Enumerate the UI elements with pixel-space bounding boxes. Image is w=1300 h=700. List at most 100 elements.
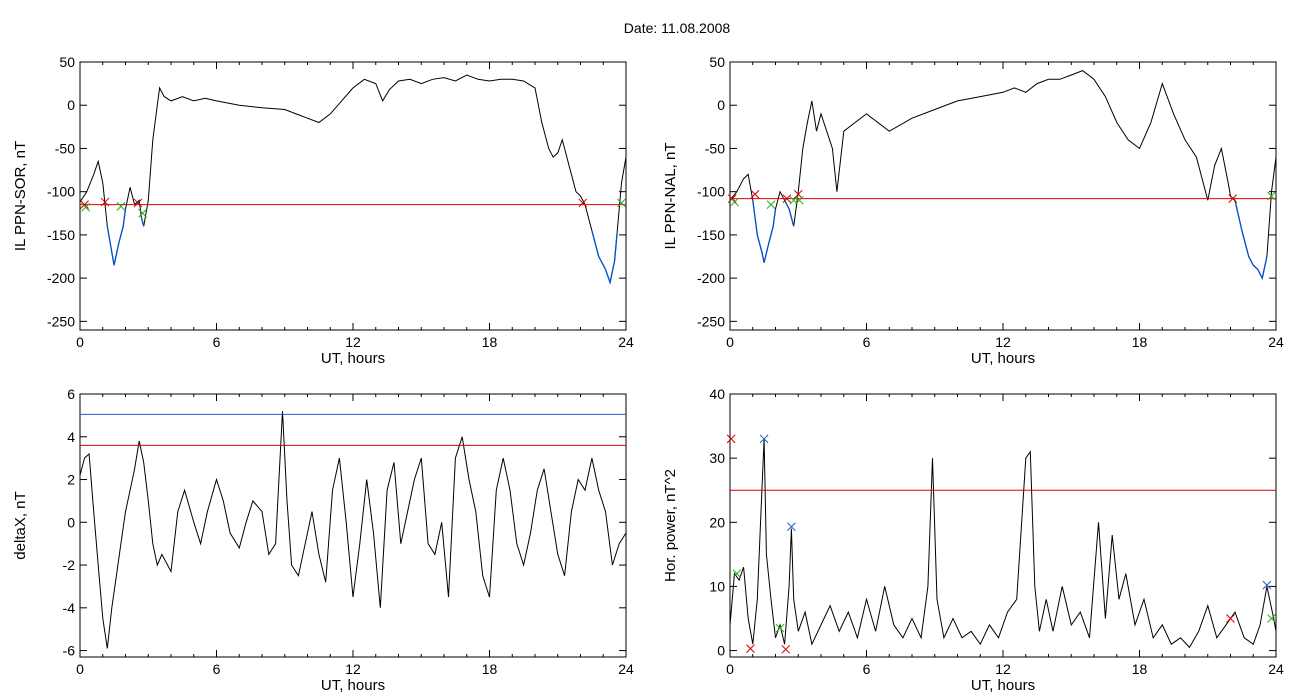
below-threshold-segment xyxy=(752,200,777,263)
panel-4: 0 6 12 18 24 40 30 20 10 0 UT, hours Hor. power, nT… xyxy=(662,386,1284,694)
y-tick-label: 0 xyxy=(67,514,75,530)
x-tick-label: 12 xyxy=(345,661,361,677)
y-tick-label: -2 xyxy=(63,557,76,573)
y-tick-label: 0 xyxy=(67,97,75,113)
y-axis-label: deltaX, nT xyxy=(12,491,29,559)
marker-cross xyxy=(80,200,89,209)
panel-2: 0 6 12 18 24 50 0 -50 -100 -150 -200 -250 UT, hours I… xyxy=(662,54,1284,367)
y-tick-label: 0 xyxy=(717,97,725,113)
below-threshold-segment xyxy=(1234,200,1268,280)
y-tick-label: -50 xyxy=(705,140,725,156)
x-tick-label: 24 xyxy=(618,334,634,350)
marker-cross xyxy=(1267,191,1276,201)
plot-frame xyxy=(79,393,627,658)
marker-cross xyxy=(782,194,792,203)
y-tick-label: 4 xyxy=(67,429,75,445)
marker-cross xyxy=(795,195,804,205)
chart-title: Date: 11.08.2008 xyxy=(624,20,731,36)
series-line xyxy=(80,411,626,649)
plot-area xyxy=(80,74,626,285)
plot-area xyxy=(730,70,1276,280)
marker-cross xyxy=(81,202,91,212)
x-tick-label: 6 xyxy=(863,661,871,677)
y-axis-label: IL PPN-NAL, nT xyxy=(662,143,679,250)
plot-area xyxy=(730,438,1276,649)
marker-cross xyxy=(781,644,791,654)
series-line xyxy=(80,74,626,285)
x-tick-label: 0 xyxy=(76,661,84,677)
y-tick-label: 40 xyxy=(709,386,725,402)
y-tick-label: -50 xyxy=(55,140,75,156)
marker-cross xyxy=(732,569,742,578)
marker-cross xyxy=(750,189,760,199)
x-tick-label: 12 xyxy=(345,334,361,350)
marker-cross xyxy=(775,623,785,633)
plot-frame xyxy=(79,61,627,331)
y-tick-label: 50 xyxy=(709,54,725,70)
y-tick-label: -100 xyxy=(697,184,725,200)
x-axis-label: UT, hours xyxy=(971,677,1035,694)
x-tick-label: 12 xyxy=(995,334,1011,350)
series-line xyxy=(730,438,1276,649)
panel-3: 0 6 12 18 24 6 4 2 0 -2 -4 -6 UT, hours deltaX, nT xyxy=(12,386,634,694)
below-threshold-segment xyxy=(784,200,795,227)
y-tick-label: 50 xyxy=(59,54,75,70)
plot-area xyxy=(80,411,626,649)
y-tick-label: 10 xyxy=(709,578,725,594)
y-tick-label: -250 xyxy=(697,313,725,329)
x-tick-label: 0 xyxy=(726,661,734,677)
marker-cross xyxy=(1262,580,1272,590)
marker-cross xyxy=(138,208,147,218)
y-tick-label: -200 xyxy=(697,270,725,286)
x-tick-label: 18 xyxy=(1132,661,1148,677)
marker-cross xyxy=(617,198,626,208)
panel-1: 0 6 12 18 24 50 0 -50 -100 -150 -200 -250 UT, hours I… xyxy=(12,54,634,367)
x-tick-label: 18 xyxy=(482,334,498,350)
marker-cross xyxy=(746,644,755,654)
below-threshold-segment xyxy=(591,230,618,285)
below-threshold-segment xyxy=(140,217,145,227)
y-tick-label: -4 xyxy=(63,600,76,616)
x-tick-label: 0 xyxy=(76,334,84,350)
marker-cross xyxy=(116,202,126,211)
series-line xyxy=(730,70,1276,280)
x-tick-label: 6 xyxy=(213,334,221,350)
y-tick-label: -6 xyxy=(63,643,76,659)
marker-cross xyxy=(726,434,736,444)
y-tick-label: 2 xyxy=(67,472,75,488)
marker-cross xyxy=(787,522,796,532)
y-axis-label: IL PPN-SOR, nT xyxy=(12,141,29,251)
marker-cross xyxy=(1226,614,1235,623)
x-tick-label: 18 xyxy=(482,661,498,677)
x-axis-label: UT, hours xyxy=(971,350,1035,367)
x-tick-label: 24 xyxy=(1268,334,1284,350)
x-axis-label: UT, hours xyxy=(321,350,385,367)
y-tick-label: 30 xyxy=(709,450,725,466)
marker-cross xyxy=(759,434,769,444)
x-tick-label: 12 xyxy=(995,661,1011,677)
x-tick-label: 18 xyxy=(1132,334,1148,350)
y-tick-label: 0 xyxy=(717,643,725,659)
marker-cross xyxy=(578,198,588,208)
y-tick-label: -200 xyxy=(47,270,75,286)
y-tick-label: -250 xyxy=(47,313,75,329)
plot-frame xyxy=(729,393,1277,658)
y-tick-label: -150 xyxy=(47,227,75,243)
x-tick-label: 6 xyxy=(213,661,221,677)
marker-cross xyxy=(1267,614,1276,623)
marker-cross xyxy=(1228,194,1238,203)
marker-cross xyxy=(766,200,776,209)
y-tick-label: -100 xyxy=(47,184,75,200)
marker-cross xyxy=(100,197,110,207)
below-threshold-segment xyxy=(106,208,127,266)
x-axis-label: UT, hours xyxy=(321,677,385,694)
marker-cross xyxy=(730,197,739,207)
marker-cross xyxy=(133,198,143,208)
x-tick-label: 0 xyxy=(726,334,734,350)
x-tick-label: 6 xyxy=(863,334,871,350)
y-tick-label: 6 xyxy=(67,386,75,402)
y-tick-label: -150 xyxy=(697,227,725,243)
x-tick-label: 24 xyxy=(618,661,634,677)
y-tick-label: 20 xyxy=(709,514,725,530)
